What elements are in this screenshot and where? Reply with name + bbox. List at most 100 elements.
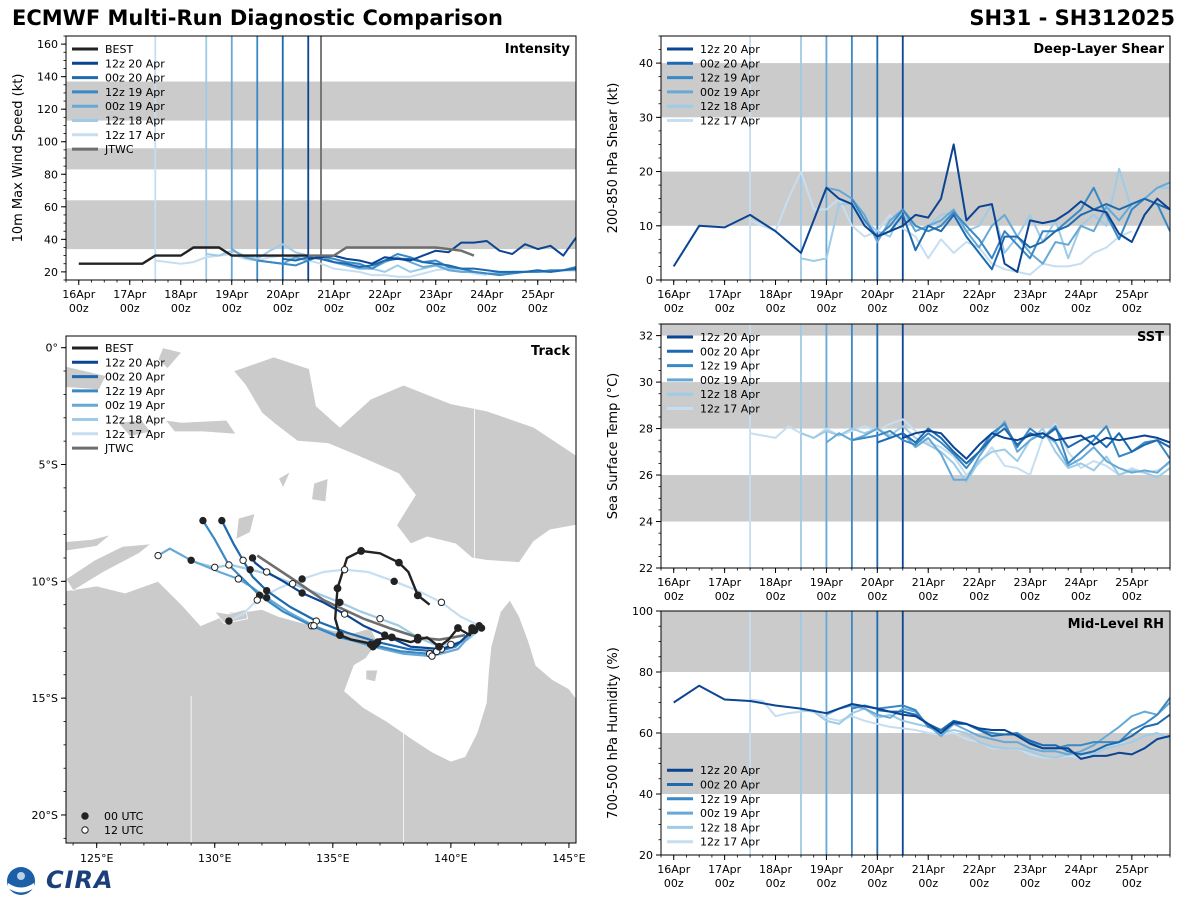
track-marker (154, 551, 162, 560)
track-marker (381, 631, 389, 639)
chart-sst: 22242628303216Apr00z17Apr00z18Apr00z19Ap… (606, 323, 1171, 603)
shear-xtick-label: 24Apr (1064, 288, 1098, 301)
intensity-ytick-label: 140 (37, 71, 58, 84)
rh-legend-label: 12z 19 Apr (700, 793, 760, 806)
rh-xtick-label: 00z (969, 877, 989, 890)
land-2 (164, 419, 237, 435)
sst-xtick-label: 24Apr (1064, 576, 1098, 589)
sst-xtick-label: 18Apr (759, 576, 793, 589)
track-marker (437, 598, 446, 607)
shear-xtick-label: 17Apr (708, 288, 742, 301)
track-series-3 (157, 547, 476, 658)
rh-ytick-label: 40 (639, 788, 653, 801)
shear-xtick-label: 25Apr (1115, 288, 1149, 301)
track-marker (262, 586, 271, 595)
rh-band-1 (661, 611, 1170, 672)
intensity-xtick-label: 00z (477, 302, 497, 315)
track-marker (376, 615, 384, 623)
shear-ytick-label: 0 (646, 274, 653, 287)
track-marker-legend-swatch (81, 826, 89, 834)
sst-band-2 (661, 324, 1170, 336)
sst-xtick-label: 00z (867, 590, 887, 603)
track-marker (248, 554, 257, 562)
rh-ytick-label: 20 (639, 849, 653, 862)
track-marker (239, 556, 247, 564)
sst-xtick-label: 25Apr (1115, 576, 1149, 589)
track-legend-label: 00z 20 Apr (105, 371, 165, 384)
track-best-marker (468, 624, 477, 632)
intensity-xtick-label: 00z (273, 302, 293, 315)
land-8 (235, 513, 256, 540)
track-marker (340, 610, 349, 618)
shear-legend-label: 00z 20 Apr (700, 57, 760, 70)
sst-ytick-label: 30 (639, 376, 653, 389)
track-marker (298, 589, 306, 597)
track-best-marker (333, 584, 342, 593)
shear-xtick-label: 00z (969, 302, 989, 315)
rh-series-0 (673, 684, 1170, 760)
intensity-ytick-label: 160 (37, 38, 58, 51)
track-best-marker (454, 624, 462, 632)
track-marker-legend-swatch (81, 812, 89, 820)
shear-xtick-label: 00z (715, 302, 735, 315)
shear-series-5 (749, 170, 1133, 276)
intensity-legend-label: 00z 19 Apr (105, 100, 165, 113)
rh-xtick-label: 00z (1122, 877, 1142, 890)
intensity-xtick-label: 00z (426, 302, 446, 315)
sst-legend-label: 12z 20 Apr (700, 331, 760, 344)
track-marker (288, 579, 297, 588)
track-marker (218, 516, 226, 525)
sst-ytick-label: 28 (639, 423, 653, 436)
intensity-xtick-label: 00z (375, 302, 395, 315)
shear-band-0 (661, 171, 1170, 226)
sst-xtick-label: 20Apr (861, 576, 895, 589)
intensity-xtick-label: 00z (528, 302, 548, 315)
track-ytick-label: 10°S (32, 575, 58, 588)
intensity-ytick-label: 120 (37, 103, 58, 116)
sst-ytick-label: 22 (639, 562, 653, 575)
track-ytick-label: 0° (46, 342, 59, 355)
shear-xtick-label: 00z (817, 302, 837, 315)
track-marker (246, 565, 254, 574)
track-marker (225, 617, 233, 625)
rh-xtick-label: 18Apr (759, 863, 793, 876)
rh-legend-label: 12z 20 Apr (700, 764, 760, 777)
intensity-xtick-label: 20Apr (266, 288, 300, 301)
intensity-xtick-label: 18Apr (164, 288, 198, 301)
shear-xtick-label: 00z (1020, 302, 1040, 315)
intensity-xtick-label: 21Apr (317, 288, 351, 301)
intensity-xtick-label: 24Apr (470, 288, 504, 301)
sst-ytick-label: 24 (639, 516, 653, 529)
track-marker (310, 622, 318, 630)
track-best-marker (371, 640, 380, 649)
chart-track: 0° 5°S 10°S 15°S 20°S 125°E 130°E 135°E 140°E 145… (32, 335, 586, 865)
intensity-xtick-label: 19Apr (215, 288, 249, 301)
rh-xtick-label: 00z (664, 877, 684, 890)
sst-xtick-label: 00z (969, 590, 989, 603)
shear-xtick-label: 20Apr (861, 288, 895, 301)
shear-legend-label: 00z 19 Apr (700, 86, 760, 99)
track-marker (447, 640, 455, 649)
track-marker (234, 575, 243, 583)
intensity-series-5 (155, 253, 487, 278)
intensity-ytick-label: 40 (44, 233, 58, 246)
rh-plot-area (661, 611, 1170, 855)
rh-legend-label: 00z 20 Apr (700, 779, 760, 792)
sst-legend-label: 12z 17 Apr (700, 403, 760, 416)
shear-legend-label: 12z 19 Apr (700, 72, 760, 85)
storm-id: SH31 - SH312025 (969, 6, 1175, 30)
sst-ytick-label: 26 (639, 469, 653, 482)
sst-xtick-label: 19Apr (810, 576, 844, 589)
rh-ytick-label: 80 (639, 666, 653, 679)
shear-xtick-label: 18Apr (759, 288, 793, 301)
rh-xtick-label: 00z (817, 877, 837, 890)
shear-xtick-label: 00z (1071, 302, 1091, 315)
shear-xtick-label: 23Apr (1014, 288, 1048, 301)
track-best-marker (335, 631, 344, 639)
shear-xtick-label: 16Apr (657, 288, 691, 301)
rh-ylabel: 700-500 hPa Humidity (%) (606, 647, 621, 819)
